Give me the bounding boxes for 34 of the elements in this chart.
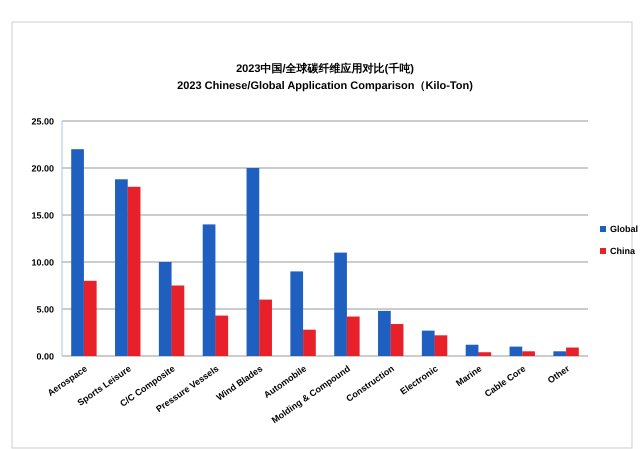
y-tick-label: 15.00	[31, 210, 54, 220]
bar	[128, 186, 140, 356]
bar	[303, 330, 316, 356]
bar	[434, 335, 448, 356]
legend-label: China	[610, 246, 636, 256]
bar	[346, 316, 360, 356]
y-tick-label: 25.00	[31, 116, 54, 126]
bar	[334, 252, 347, 356]
bar	[172, 286, 184, 356]
bar	[553, 351, 566, 356]
bar	[158, 262, 172, 356]
bar	[259, 300, 272, 356]
bar	[478, 352, 492, 356]
bar	[510, 346, 522, 356]
y-tick-label: 10.00	[31, 258, 54, 268]
bar	[522, 351, 535, 356]
bar	[246, 168, 260, 356]
bar	[390, 324, 404, 356]
bar	[71, 149, 84, 356]
bar	[84, 280, 97, 356]
bar	[115, 179, 128, 356]
bar	[378, 310, 391, 356]
bar	[466, 344, 478, 356]
y-tick-label: 5.00	[36, 304, 54, 314]
bar	[215, 316, 228, 356]
chart-title: 2023中国/全球碳纤维应用对比(千吨)	[236, 62, 414, 75]
bar	[290, 271, 304, 356]
bar	[566, 348, 579, 356]
legend-label: Global	[610, 224, 638, 234]
y-tick-label: 0.00	[36, 352, 54, 362]
y-tick-label: 20.00	[31, 164, 54, 174]
bar	[202, 224, 216, 356]
bar	[422, 330, 435, 356]
chart-subtitle: 2023 Chinese/Global Application Comparison（Kilo-Ton)	[177, 80, 474, 92]
